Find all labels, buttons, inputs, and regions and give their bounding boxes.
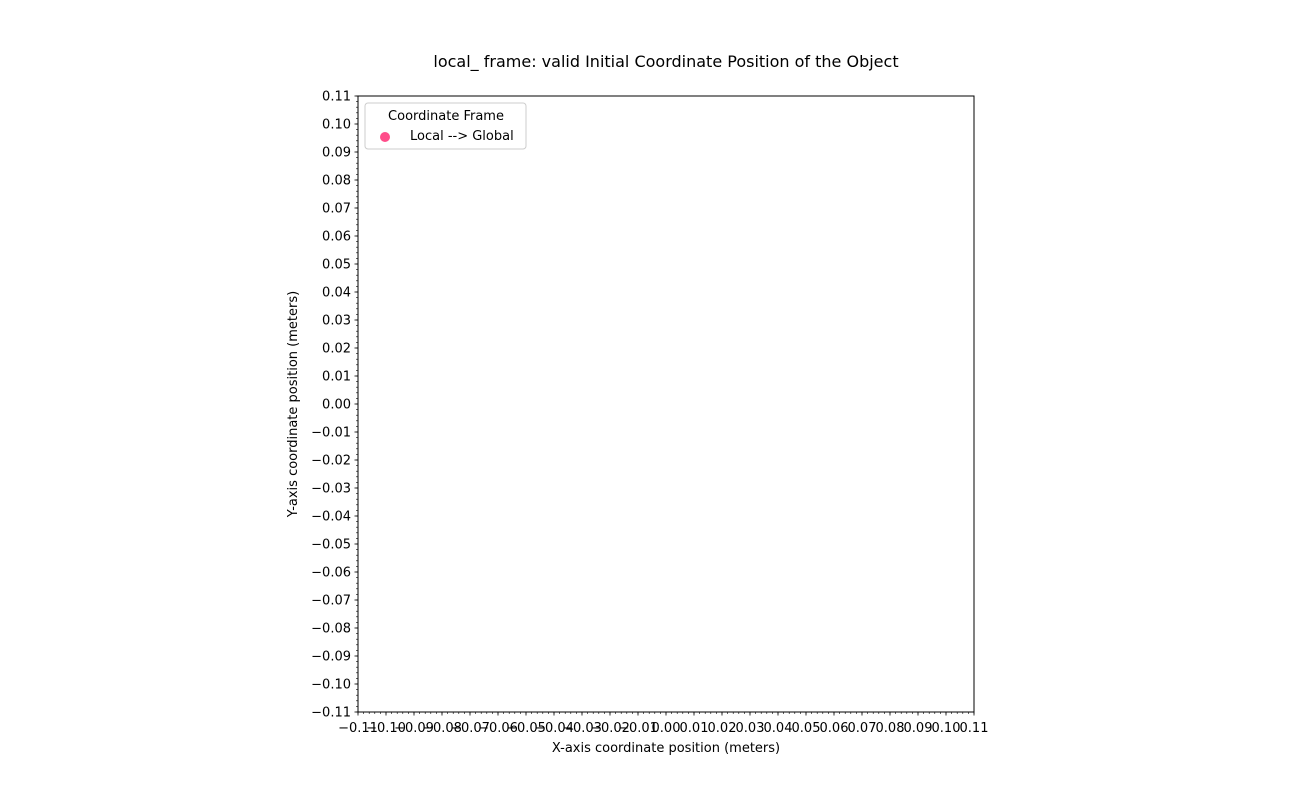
plot-area [358,96,974,712]
y-tick-label: 0.10 [322,118,351,133]
x-tick-label: −0.01 [618,721,658,736]
x-tick-label: −0.06 [478,721,518,736]
x-tick-label: 0.06 [820,721,849,736]
chart-title: local_ frame: valid Initial Coordinate P… [433,52,898,72]
x-tick-label: −0.10 [366,721,406,736]
y-tick-label: 0.01 [322,370,351,385]
x-tick-label: 0.07 [848,721,877,736]
x-tick-label: −0.02 [590,721,630,736]
y-tick-label: −0.09 [311,650,351,665]
y-tick-label: −0.08 [311,622,351,637]
y-tick-label: 0.06 [322,230,351,245]
x-tick-label: 0.09 [904,721,933,736]
y-tick-label: 0.05 [322,258,351,273]
x-tick-label: 0.03 [736,721,765,736]
x-tick-label: −0.07 [450,721,490,736]
x-tick-label: −0.09 [394,721,434,736]
x-tick-label: 0.11 [960,721,989,736]
x-axis-label: X-axis coordinate position (meters) [552,741,780,756]
legend: Coordinate Frame Local --> Global [364,102,527,150]
y-axis-label: Y-axis coordinate position (meters) [286,291,301,518]
x-tick-label: 0.04 [764,721,793,736]
y-tick-label: −0.04 [311,510,351,525]
y-tick-label: −0.02 [311,454,351,469]
y-tick-label: −0.06 [311,566,351,581]
x-tick-label: −0.05 [506,721,546,736]
y-axis: −0.11 −0.10 −0.09 −0.08 −0.07 −0.06 −0.05 −0.04… [311,90,358,721]
legend-box [364,102,527,150]
legend-marker [380,132,390,142]
x-tick-label: 0.01 [680,721,709,736]
y-tick-label: 0.09 [322,146,351,161]
y-tick-label: 0.02 [322,342,351,357]
x-tick-label: −0.04 [534,721,574,736]
y-tick-label: −0.10 [311,678,351,693]
y-tick-label: 0.04 [322,286,351,301]
y-tick-label: −0.05 [311,538,351,553]
x-tick-label: 0.02 [708,721,737,736]
legend-title: Coordinate Frame [388,109,504,124]
plot-frame [357,95,975,713]
x-axis: −0.11−0.10−0.09−0.08−0.07−0.06−0.05−0.04… [338,712,988,736]
y-tick-label: −0.01 [311,426,351,441]
x-tick-label: −0.08 [422,721,462,736]
x-tick-label: 0.05 [792,721,821,736]
legend-entry-label: Local --> Global [410,129,514,144]
y-tick-label: 0.00 [322,398,351,413]
x-tick-label: −0.03 [562,721,602,736]
y-tick-label: −0.11 [311,706,351,721]
x-tick-label: 0.10 [932,721,961,736]
y-tick-label: 0.07 [322,202,351,217]
y-tick-label: 0.08 [322,174,351,189]
x-tick-label: 0.00 [652,721,681,736]
y-tick-label: 0.03 [322,314,351,329]
x-tick-label: 0.08 [876,721,905,736]
x-tick-label: −0.11 [338,721,378,736]
y-tick-label: 0.11 [322,90,351,105]
y-tick-label: −0.03 [311,482,351,497]
y-tick-label: −0.07 [311,594,351,609]
